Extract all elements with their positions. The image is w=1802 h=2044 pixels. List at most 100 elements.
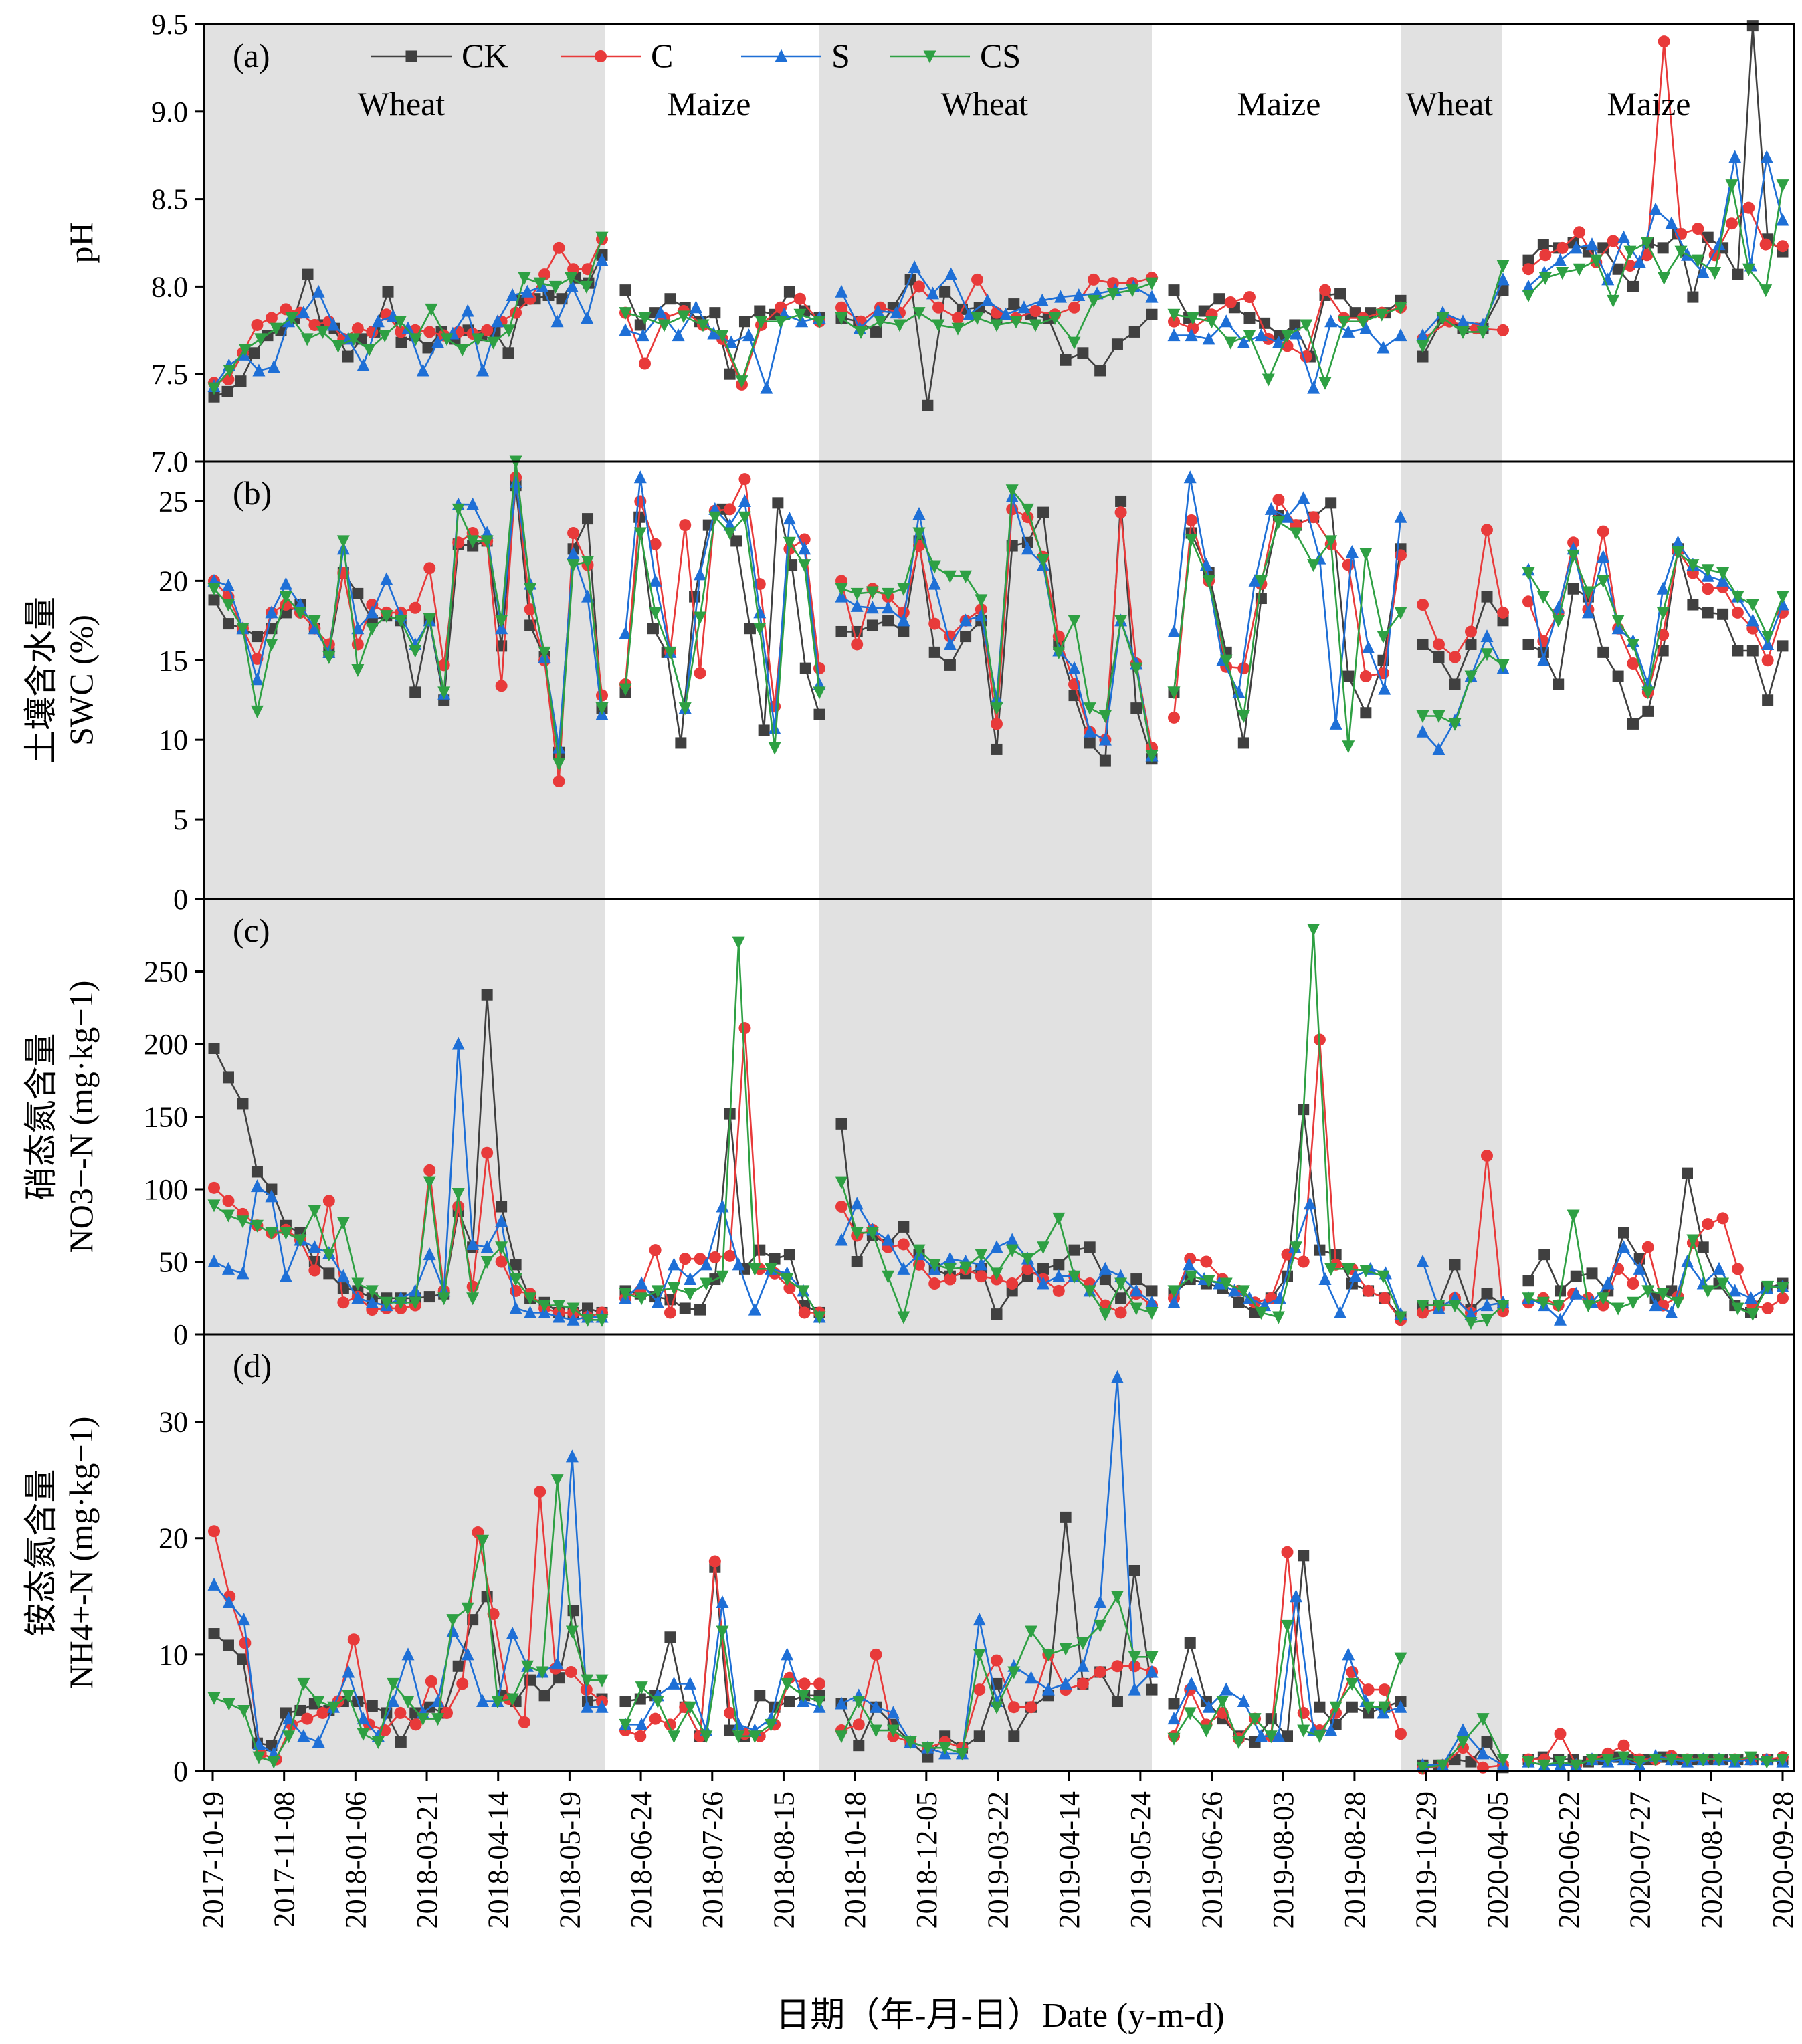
data-point	[870, 1648, 882, 1661]
data-point	[1456, 1736, 1470, 1749]
data-point	[357, 1728, 370, 1741]
data-point	[1334, 1305, 1347, 1318]
x-tick-label: 2018-07-26	[696, 1791, 729, 1928]
data-point	[582, 1302, 594, 1314]
data-point	[1076, 1677, 1089, 1690]
series-line	[213, 461, 603, 764]
data-point	[1537, 239, 1549, 251]
y-tick-label: 100	[144, 1173, 188, 1206]
data-point	[897, 1238, 910, 1251]
data-point	[1130, 1273, 1142, 1286]
data-point	[854, 326, 868, 339]
data-point	[1224, 296, 1237, 308]
data-point	[480, 1256, 494, 1269]
data-point	[1522, 279, 1535, 292]
legend-label: C	[651, 37, 673, 74]
data-point	[675, 737, 687, 749]
data-point	[1128, 1651, 1141, 1664]
data-point	[279, 1227, 292, 1240]
data-point	[1072, 288, 1086, 301]
data-point	[1237, 1285, 1250, 1298]
x-tick-label: 2020-06-22	[1553, 1791, 1585, 1928]
data-point	[1612, 263, 1624, 275]
data-point	[366, 1700, 378, 1712]
data-point	[1522, 595, 1534, 608]
data-point	[466, 535, 480, 548]
data-point	[1522, 638, 1534, 650]
data-point	[1359, 321, 1373, 334]
data-point	[1416, 710, 1429, 724]
data-point	[1716, 1278, 1730, 1291]
x-tick-label: 2019-06-26	[1196, 1791, 1229, 1928]
data-point	[639, 357, 651, 370]
data-point	[1052, 1212, 1066, 1225]
data-point	[580, 280, 593, 294]
y-tick-label: 150	[144, 1101, 188, 1134]
data-point	[1068, 301, 1080, 314]
data-point	[1633, 1756, 1646, 1769]
data-point	[835, 1233, 848, 1246]
data-point	[732, 1257, 745, 1271]
data-point	[852, 1718, 865, 1731]
data-point	[1200, 1255, 1213, 1268]
data-point	[1083, 724, 1096, 738]
data-point	[912, 506, 926, 520]
data-point	[456, 1677, 469, 1690]
data-point	[1342, 1263, 1355, 1276]
data-point	[1641, 1241, 1654, 1253]
data-point	[882, 1270, 895, 1284]
data-point	[1476, 326, 1490, 339]
data-point	[651, 1696, 664, 1709]
data-point	[765, 1263, 777, 1276]
data-point	[1496, 659, 1510, 672]
data-point	[1345, 1677, 1359, 1691]
data-point	[1617, 230, 1630, 243]
data-point	[1476, 1713, 1490, 1726]
data-point	[1658, 272, 1671, 285]
data-point	[1272, 516, 1285, 529]
data-point	[684, 1288, 697, 1301]
data-point	[866, 619, 878, 631]
data-point	[1243, 291, 1256, 304]
data-point	[337, 1296, 350, 1309]
data-point	[1146, 1285, 1158, 1297]
data-point	[371, 314, 385, 328]
data-point	[943, 1263, 957, 1276]
data-point	[921, 1742, 934, 1755]
data-point	[351, 322, 364, 335]
data-point	[1731, 1302, 1744, 1316]
data-point	[1342, 558, 1355, 571]
data-point	[1359, 670, 1372, 683]
data-point	[538, 646, 551, 659]
data-point	[238, 344, 252, 357]
data-point	[1746, 1308, 1759, 1322]
data-point	[1068, 336, 1081, 350]
data-point	[1300, 319, 1313, 332]
y-axis: 7.0 7.5 8.0 8.5 9.0 9.5	[151, 8, 204, 478]
data-point	[1021, 542, 1034, 555]
data-point	[850, 1197, 864, 1210]
legend-item-s: S	[741, 37, 850, 74]
data-point	[1746, 20, 1759, 32]
data-point	[1130, 1302, 1143, 1316]
x-tick-label: 2020-04-05	[1481, 1791, 1514, 1928]
data-point	[1416, 340, 1429, 353]
data-point	[1297, 1724, 1310, 1738]
data-point	[634, 319, 646, 331]
data-point	[252, 363, 266, 377]
data-point	[959, 613, 973, 627]
data-point	[387, 1677, 400, 1691]
data-point	[1573, 263, 1586, 276]
data-point	[441, 1706, 453, 1719]
data-point	[781, 1647, 794, 1661]
data-point	[647, 623, 659, 635]
data-point	[694, 667, 706, 680]
data-point	[1481, 1736, 1493, 1748]
data-point	[1378, 682, 1391, 695]
data-point	[1682, 1167, 1693, 1179]
data-point	[1243, 330, 1256, 343]
data-point	[716, 1595, 729, 1609]
data-point	[553, 775, 565, 788]
data-point	[990, 702, 1003, 716]
data-point	[638, 312, 652, 325]
